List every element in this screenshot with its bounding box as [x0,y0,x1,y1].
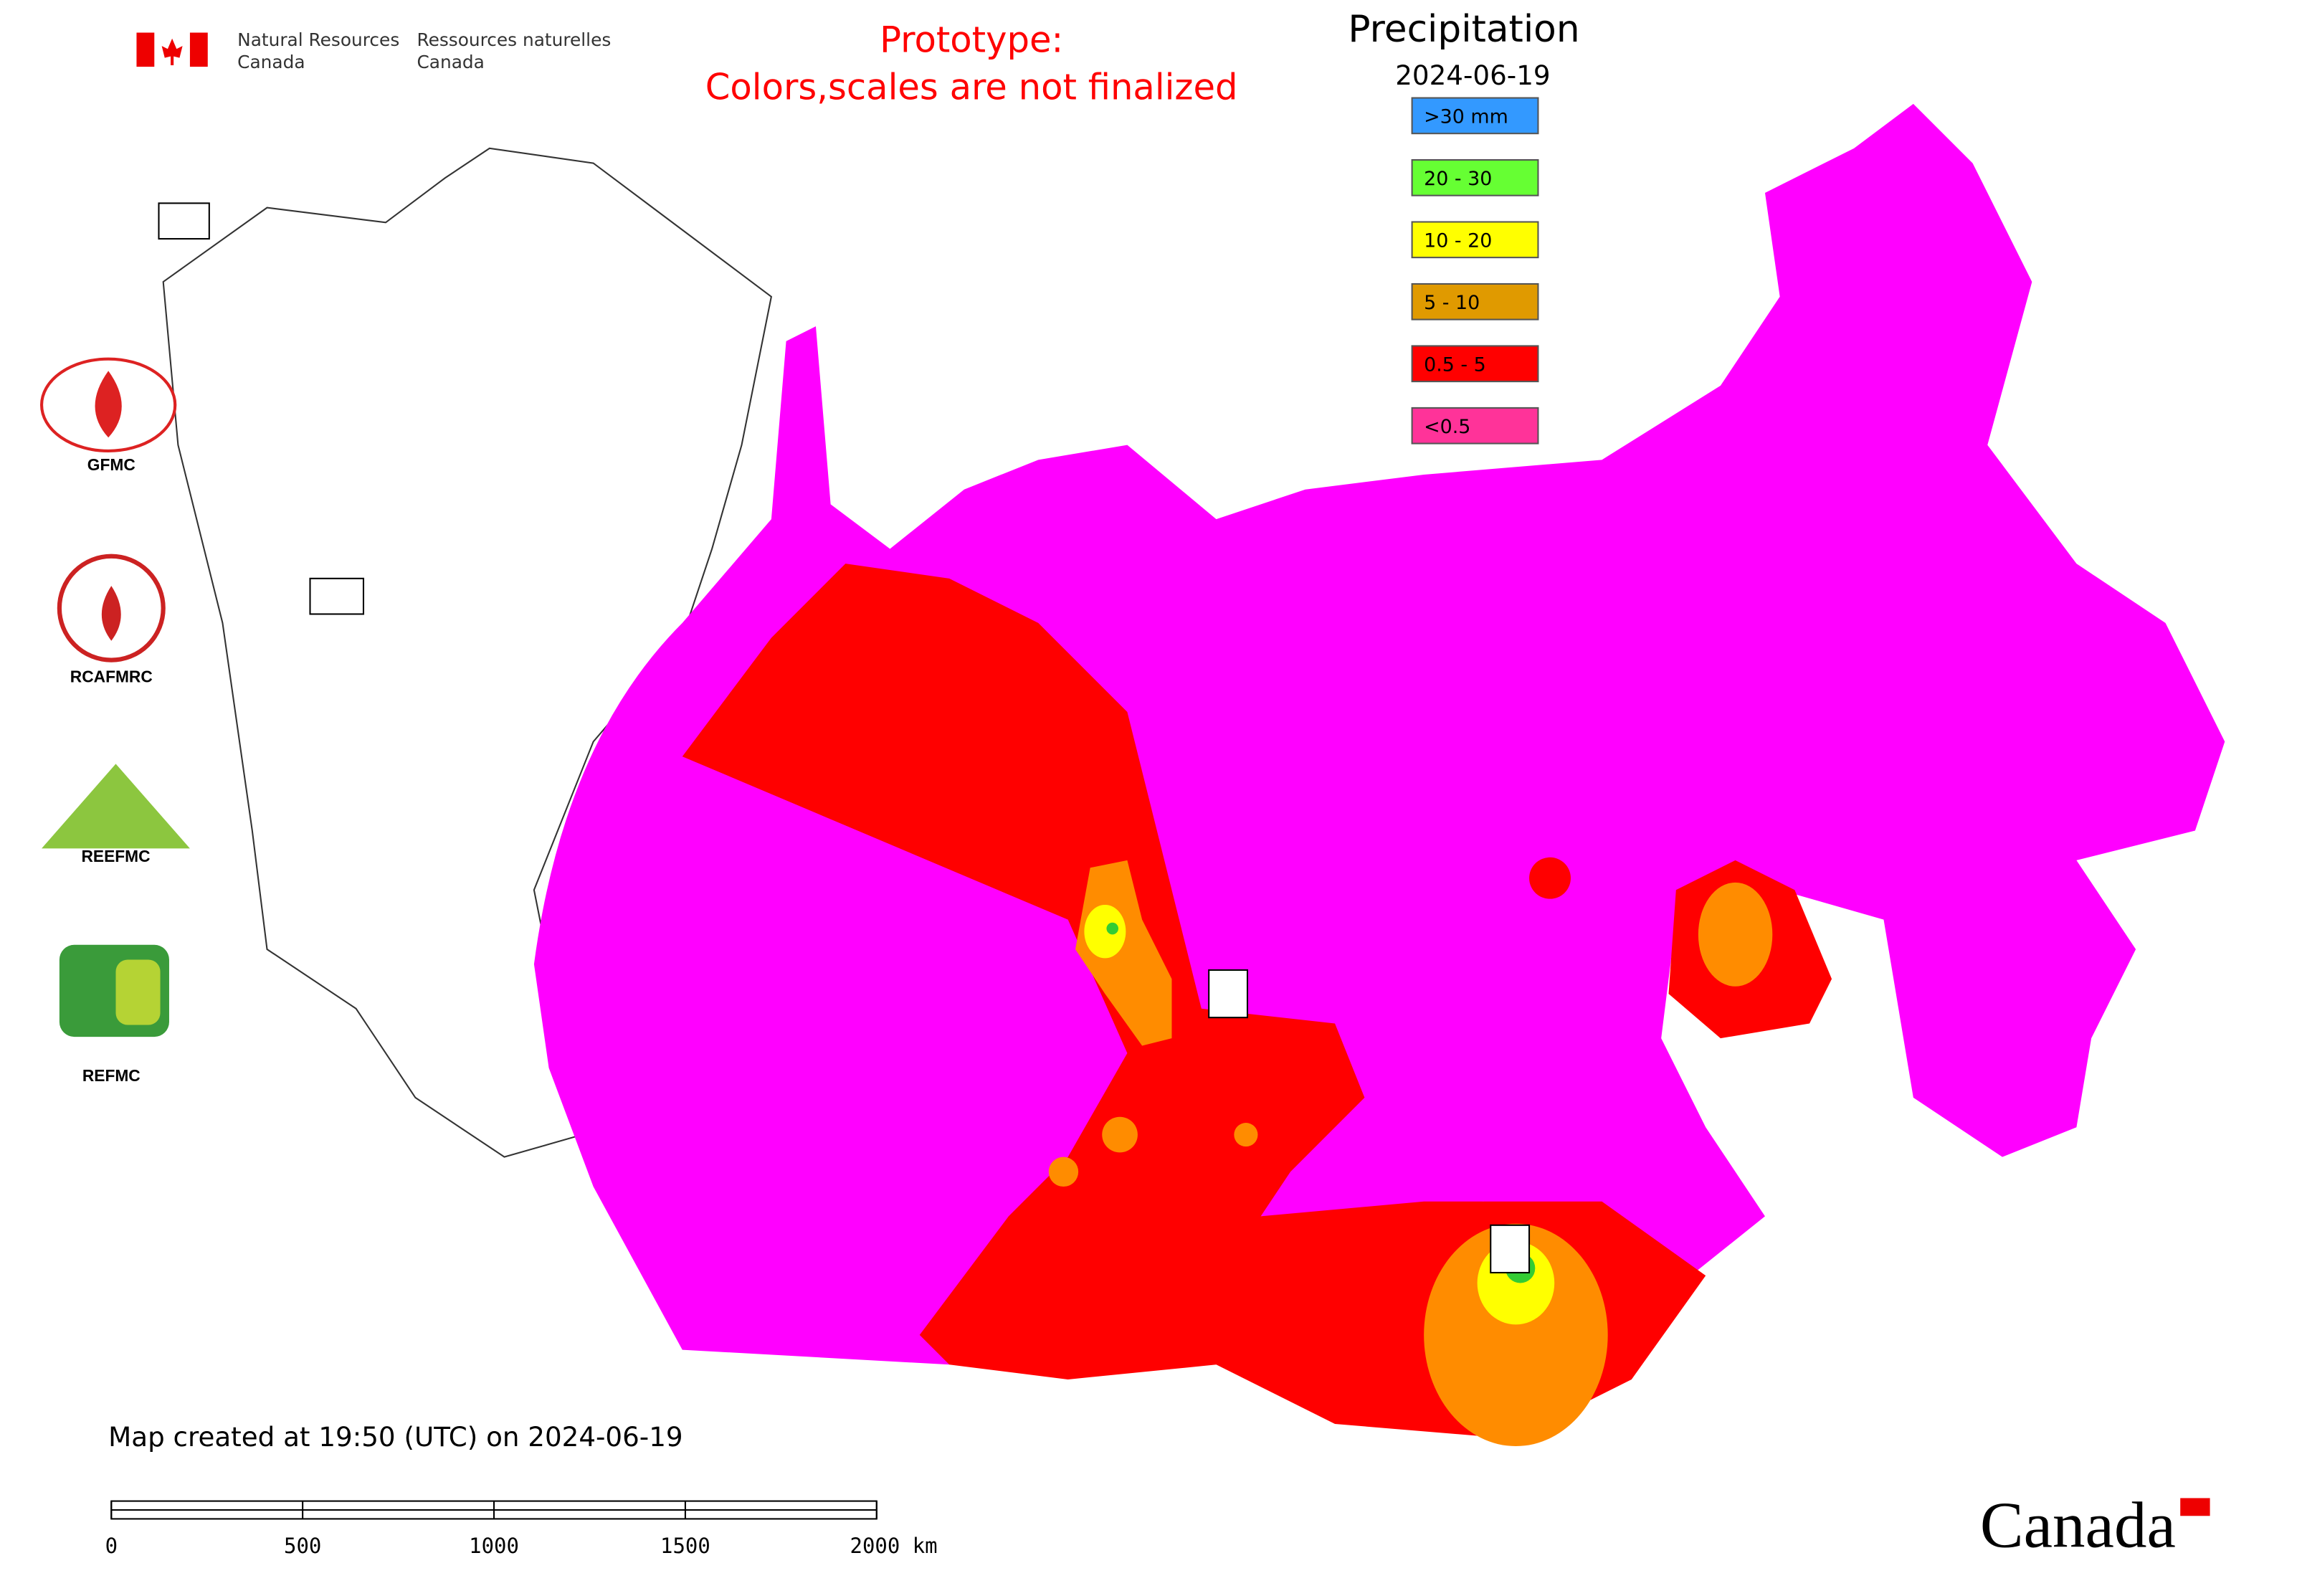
legend-swatch [1411,407,1539,445]
legend-swatch [1411,158,1539,196]
footer: Map created at 19:50 (UTC) on 2024-06-19… [105,1421,2210,1562]
scale-label: 2000 km [850,1534,938,1558]
legend-swatch [1411,221,1539,259]
precip-orange [1424,1223,1608,1447]
precip-green [1106,922,1118,935]
precip-low [533,103,2225,1365]
precip-orange [1048,1156,1079,1187]
rcafmrc-flame [101,586,121,641]
legend-label: 0.5 - 5 [1424,354,1486,376]
scale-label: 500 [284,1534,321,1558]
precip-orange [1698,882,1773,987]
reefmc-marker [309,577,365,615]
org-en: Natural Resources [237,29,399,50]
reefmc-logo [42,764,190,849]
rcafmrc-marker [1490,1224,1531,1274]
reefmc-logo-text: REEFMC [81,847,150,865]
canada-wordmark: Canada [1980,1489,2176,1562]
legend-label: 10 - 20 [1424,230,1492,252]
precip-red-spot [1529,857,1571,899]
scale-label: 0 [105,1534,118,1558]
notice: Colors,scales are not finalized [705,67,1238,108]
gfmc-logo [39,357,177,452]
org-fr: Canada [417,52,484,72]
map-area [162,103,2225,1447]
legend: Precipitation 2024-06-19 >30 mm 20 - 30 10… [1348,8,1580,445]
legend-swatch [1411,97,1539,135]
legend-swatch [1411,345,1539,383]
refmc-marker [1208,969,1249,1019]
refmc-logo-inner [115,959,161,1025]
wordmark-flag [2180,1498,2210,1516]
rcafmrc-label: RCAFMRC [70,668,153,686]
org-en: Canada [237,52,305,72]
created-note: Map created at 19:50 (UTC) on 2024-06-19 [108,1421,682,1453]
precip-orange [1234,1123,1258,1147]
legend-label: >30 mm [1424,106,1508,128]
legend-swatch [1411,282,1539,320]
europe-outline [162,147,773,1158]
legend-label: 20 - 30 [1424,168,1492,190]
flag-left [136,32,155,67]
precip-red [682,564,1706,1439]
gfmc-mini [158,202,210,240]
legend-title: Precipitation [1348,8,1579,51]
legend-date: 2024-06-19 [1395,60,1550,91]
flag-right [189,32,208,67]
notice: Prototype: [880,19,1063,60]
maple-leaf [161,38,183,66]
precip-yellow [1084,904,1126,959]
refmc-label: REFMC [82,1066,141,1085]
centers: GFMC RCAFMRC REEFMC REFMC [39,202,210,1085]
scale-label: 1500 [660,1534,710,1558]
gfmc-label: GFMC [87,455,135,474]
gfmc-flame [95,371,122,438]
legend-label: <0.5 [1424,416,1470,438]
precip-orange [1102,1116,1138,1153]
header: Natural Resources Canada Ressources natu… [136,19,1238,108]
legend-label: 5 - 10 [1424,292,1480,314]
org-fr: Ressources naturelles [417,29,611,50]
scale-label: 1000 [469,1534,519,1558]
